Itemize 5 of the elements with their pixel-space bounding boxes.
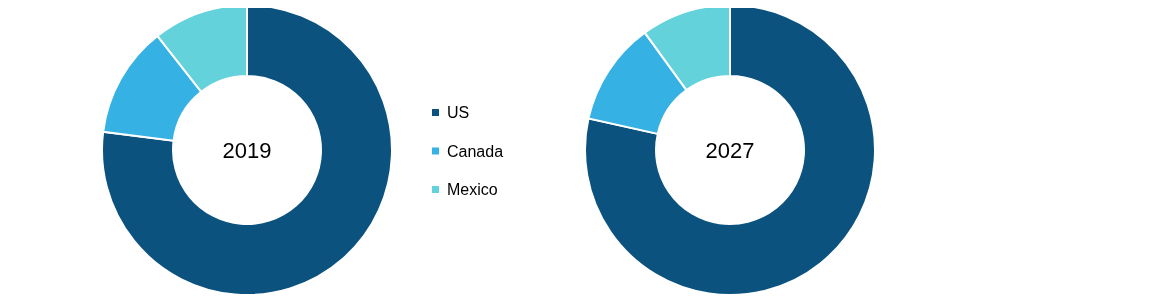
legend-label: Mexico <box>447 181 498 198</box>
slice-label: 2019 <box>222 138 272 163</box>
legend-label: Canada <box>447 142 504 160</box>
legend-label: US <box>447 104 470 121</box>
slice-label: 2027 <box>705 138 755 163</box>
